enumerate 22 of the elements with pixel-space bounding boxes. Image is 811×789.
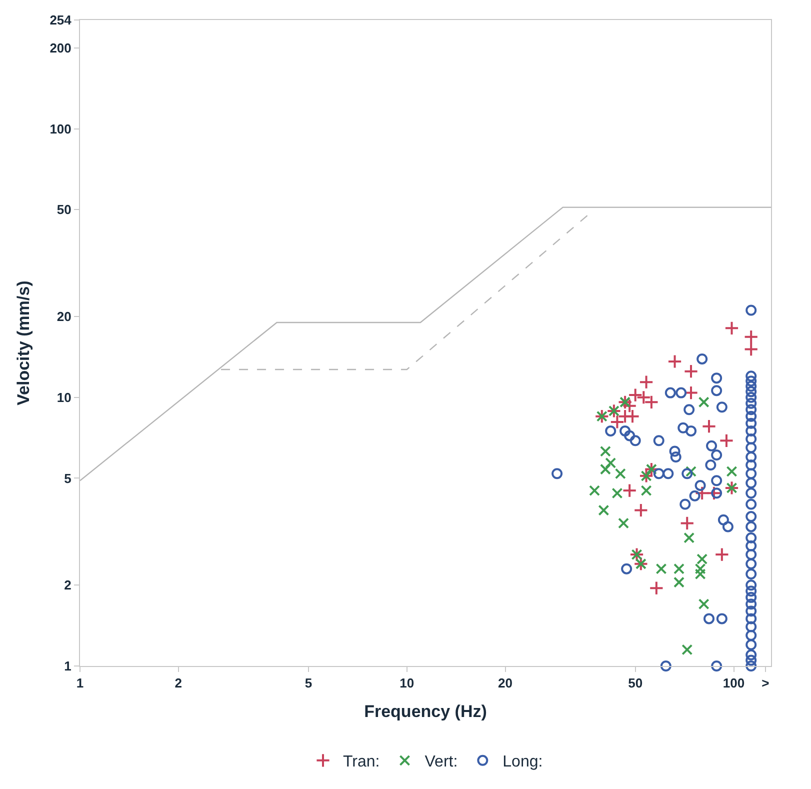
y-tick-label: 100	[50, 121, 72, 136]
y-tick-label: 20	[56, 309, 72, 324]
y-tick-label: 2	[64, 578, 72, 593]
y-axis-title: Velocity (mm/s)	[14, 280, 34, 406]
legend-label: Tran:	[343, 754, 380, 771]
y-tick-label: 5	[64, 470, 72, 486]
y-tick-label: 50	[56, 202, 72, 218]
x-tick-label: 20	[498, 676, 513, 691]
legend-label: Long:	[502, 754, 543, 771]
x-tick-label: 100	[722, 676, 745, 691]
x-tick-label: 10	[400, 676, 414, 691]
y-tick-label: 254	[50, 12, 72, 28]
x-tick-label: >	[762, 676, 770, 691]
x-tick-label: 5	[304, 676, 312, 691]
y-tick-label: 10	[56, 390, 72, 405]
x-tick-label: 50	[628, 676, 643, 691]
legend-label: Vert:	[424, 754, 458, 771]
x-tick-label: 2	[174, 676, 182, 691]
x-axis-title: Frequency (Hz)	[364, 702, 487, 721]
x-tick-label: 1	[76, 676, 84, 691]
y-tick-label: 1	[64, 658, 72, 674]
y-tick-label: 200	[50, 40, 72, 56]
